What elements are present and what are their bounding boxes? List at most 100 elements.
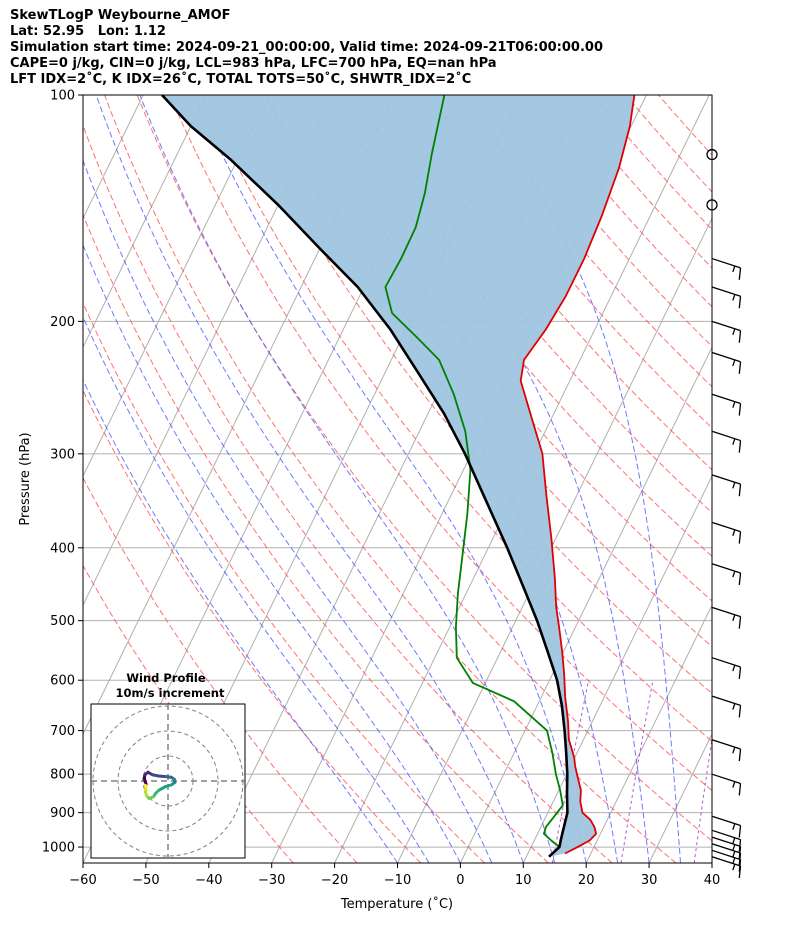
cape-shading xyxy=(162,95,635,857)
isotherm-gridline xyxy=(648,732,712,863)
y-tick-label: 800 xyxy=(50,768,75,783)
dry-adiabat xyxy=(83,476,358,863)
barb-feather xyxy=(738,666,742,680)
barb-staff xyxy=(711,430,741,442)
barb-half-feather xyxy=(732,746,736,754)
barb-half-feather xyxy=(732,359,736,367)
barb-staff xyxy=(711,836,741,848)
title-latlon: Lat: 52.95 Lon: 1.12 xyxy=(10,24,166,39)
dry-adiabat xyxy=(332,95,712,558)
barb-staff xyxy=(711,657,741,668)
barb-feather xyxy=(738,403,742,416)
moist-adiabat xyxy=(95,95,524,863)
dry-adiabat xyxy=(83,124,613,863)
wind-barb xyxy=(711,474,742,497)
barb-staff xyxy=(711,257,741,269)
wind-barb xyxy=(711,843,742,866)
barb-staff xyxy=(711,856,741,867)
wind-barb xyxy=(711,829,742,852)
barb-staff xyxy=(711,351,741,363)
barb-staff xyxy=(711,695,741,707)
hodograph-segment xyxy=(144,783,148,790)
x-axis: −60 −50 −40 −30 −20 −10 0 10 20 30 40 xyxy=(69,863,720,888)
barb-feather xyxy=(738,825,742,838)
hodograph-inset: Wind Profile 10m/s increment xyxy=(90,671,246,859)
y-tick-label: 200 xyxy=(50,315,75,330)
isotherm-gridline xyxy=(83,95,207,349)
isotherm-gridline xyxy=(0,95,17,863)
barb-feather xyxy=(738,839,742,852)
wind-barb xyxy=(711,695,742,718)
barb-feather xyxy=(738,616,742,629)
dry-adiabat xyxy=(104,95,677,863)
barb-half-feather xyxy=(732,482,736,489)
wind-barb xyxy=(711,286,742,309)
y-tick-label: 1000 xyxy=(42,841,75,856)
wind-barb xyxy=(711,849,742,872)
moist-adiabat xyxy=(356,95,650,863)
barb-feather xyxy=(738,859,742,872)
dewpoint-profile xyxy=(384,95,564,848)
x-tick-label: 20 xyxy=(578,873,595,888)
barb-half-feather xyxy=(732,781,736,788)
barb-staff xyxy=(711,286,741,297)
isotherm-gridline xyxy=(83,95,333,607)
wind-barb xyxy=(711,521,742,544)
y-tick-label: 400 xyxy=(50,541,75,556)
barb-staff xyxy=(711,393,741,405)
calm-wind-marker xyxy=(706,148,718,161)
barb-staff xyxy=(711,563,741,574)
x-tick-label: 10 xyxy=(515,873,532,888)
y-tick-label: 100 xyxy=(50,89,75,104)
x-tick-label: −60 xyxy=(69,873,96,888)
title-indices-lifted: LFT IDX=2˚C, K IDX=26˚C, TOTAL TOTS=50˚C… xyxy=(10,72,472,87)
barb-feather xyxy=(738,361,742,374)
barb-half-feather xyxy=(732,294,736,301)
x-tick-label: −50 xyxy=(132,873,159,888)
wind-barb xyxy=(711,657,742,680)
barb-half-feather xyxy=(732,438,736,445)
barb-feather xyxy=(738,330,742,343)
barb-half-feather xyxy=(732,328,736,336)
y-axis-label: Pressure (hPa) xyxy=(18,432,33,525)
moist-adiabat xyxy=(83,159,493,863)
isotherm-gridline xyxy=(0,95,80,863)
barb-staff xyxy=(711,320,741,332)
parcel-profile xyxy=(161,95,569,858)
dry-adiabat xyxy=(201,95,712,742)
barb-half-feather xyxy=(732,265,736,273)
y-axis: 100 200 300 400 500 600 700 800 900 1000 xyxy=(42,89,83,856)
dry-adiabat xyxy=(625,95,712,193)
barb-feather xyxy=(738,267,742,280)
barb-feather xyxy=(738,440,742,453)
isotherm-gridline xyxy=(585,603,712,863)
cape-area xyxy=(162,95,635,857)
wind-barb xyxy=(711,430,742,453)
x-tick-label: −40 xyxy=(195,873,222,888)
y-tick-label: 600 xyxy=(50,674,75,689)
moist-adiabat xyxy=(83,378,398,863)
dry-adiabat xyxy=(83,301,485,863)
title-times: Simulation start time: 2024-09-21_00:00:… xyxy=(10,40,603,55)
isotherm-gridline xyxy=(83,95,270,478)
wind-barb xyxy=(711,773,742,796)
isotherm-gridline xyxy=(459,346,712,863)
barb-half-feather xyxy=(732,664,736,672)
hodograph-title: Wind Profile xyxy=(126,671,206,685)
title-indices-cape: CAPE=0 j/kg, CIN=0 j/kg, LCL=983 hPa, LF… xyxy=(10,56,497,71)
barb-feather xyxy=(738,846,742,859)
isotherm-gridline xyxy=(397,217,712,863)
moist-adiabat xyxy=(139,95,556,863)
title-station: SkewTLogP Weybourne_AMOF xyxy=(10,8,231,23)
calm-wind-marker xyxy=(706,199,718,211)
mixing-ratio-line xyxy=(693,735,712,863)
x-axis-label: Temperature (˚C) xyxy=(340,896,453,912)
wind-barb xyxy=(711,815,742,838)
barb-feather xyxy=(738,484,742,497)
dry-adiabat xyxy=(592,95,712,231)
temperature-profile xyxy=(519,95,636,855)
barb-feather xyxy=(738,572,742,586)
barb-staff xyxy=(711,606,741,618)
x-tick-label: 30 xyxy=(641,873,658,888)
